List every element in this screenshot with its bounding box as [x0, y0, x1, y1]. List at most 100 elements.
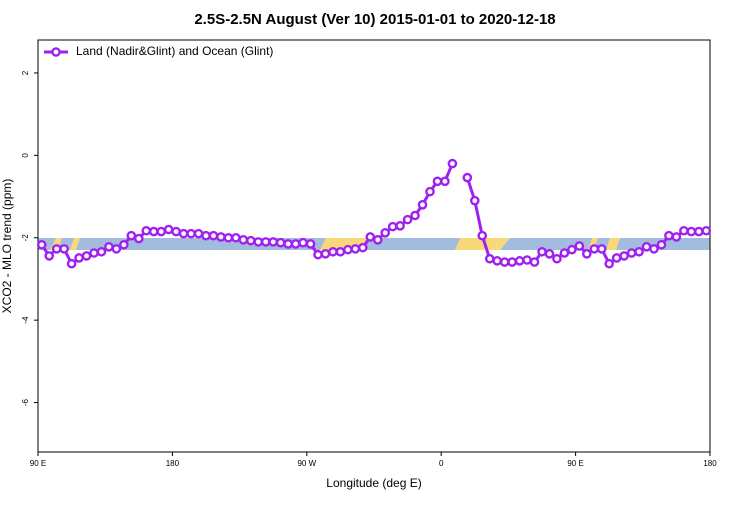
data-point — [305, 239, 316, 249]
data-point — [656, 239, 667, 250]
data-point — [559, 248, 570, 258]
data-point — [582, 249, 592, 259]
data-point — [74, 253, 84, 263]
y-tick-label: -6 — [21, 398, 30, 406]
data-point — [111, 244, 122, 254]
data-point — [51, 244, 62, 254]
data-point — [589, 244, 600, 254]
data-point — [201, 230, 211, 241]
x-tick-label: 180 — [703, 459, 717, 468]
data-point — [469, 195, 480, 206]
data-point — [522, 255, 532, 265]
data-point — [126, 230, 137, 241]
data-point — [231, 232, 241, 243]
data-point — [178, 228, 189, 239]
data-point — [268, 237, 279, 247]
data-point — [186, 228, 196, 239]
data-point — [567, 244, 577, 255]
legend-label: Land (Nadir&Glint) and Ocean (Glint) — [76, 44, 273, 58]
data-point — [544, 249, 555, 259]
x-tick-label: 180 — [166, 459, 180, 468]
data-point — [350, 244, 361, 254]
y-axis-label: XCO2 - MLO trend (ppm) — [0, 179, 14, 314]
data-point — [260, 237, 271, 247]
data-point — [492, 256, 503, 266]
x-tick-label: 90 E — [567, 459, 583, 468]
data-point — [283, 239, 293, 249]
data-point — [686, 226, 697, 237]
data-point — [425, 186, 435, 197]
data-point — [156, 226, 166, 237]
data-point — [119, 239, 129, 250]
chart-title: 2.5S-2.5N August (Ver 10) 2015-01-01 to … — [194, 11, 555, 28]
data-point — [462, 172, 473, 183]
data-point — [313, 249, 323, 260]
data-point — [36, 239, 47, 250]
legend-marker — [51, 47, 61, 57]
data-point — [514, 256, 525, 266]
data-point — [611, 253, 622, 263]
data-point — [477, 230, 488, 241]
data-point — [634, 246, 644, 257]
y-tick-label: 2 — [21, 70, 30, 75]
data-point — [387, 221, 398, 232]
x-tick-label: 90 W — [297, 459, 316, 468]
data-point — [372, 235, 383, 245]
data-point — [343, 244, 353, 255]
data-point — [626, 248, 637, 258]
data-point — [208, 230, 219, 241]
data-point — [507, 257, 517, 267]
data-point — [664, 230, 674, 241]
y-tick-label: -2 — [21, 234, 30, 242]
y-tick-label: -4 — [21, 316, 30, 324]
data-point — [499, 257, 510, 267]
data-point — [357, 242, 368, 253]
data-point — [320, 249, 331, 259]
data-point — [395, 221, 405, 231]
data-point — [193, 228, 204, 239]
data-point — [245, 235, 256, 246]
data-point — [679, 225, 689, 236]
data-point — [447, 158, 458, 169]
data-point — [44, 251, 55, 261]
data-point — [552, 253, 562, 264]
x-tick-label: 90 E — [30, 459, 46, 468]
y-tick-label: 0 — [21, 153, 30, 158]
data-point — [298, 237, 308, 248]
data-point — [701, 225, 712, 236]
data-point — [216, 232, 226, 242]
data-point — [104, 242, 114, 252]
data-point — [619, 251, 629, 261]
data-point — [402, 214, 413, 225]
x-axis-label: Longitude (deg E) — [326, 476, 421, 490]
data-point — [417, 199, 428, 210]
data-point — [649, 244, 659, 254]
data-point — [81, 251, 92, 261]
data-point — [380, 228, 391, 238]
data-point — [641, 242, 652, 252]
data-point — [59, 244, 69, 254]
data-point — [96, 246, 107, 257]
data-point — [66, 258, 77, 269]
data-point — [596, 244, 607, 254]
data-point — [529, 257, 540, 267]
data-point — [365, 232, 376, 242]
data-point — [238, 235, 249, 245]
data-point — [574, 241, 585, 251]
data-point — [484, 253, 495, 264]
data-point — [328, 246, 338, 257]
data-point — [604, 258, 615, 269]
data-point — [89, 248, 99, 258]
data-point — [275, 237, 286, 248]
data-point — [410, 210, 420, 221]
data-point — [537, 246, 547, 257]
data-point — [694, 226, 704, 237]
data-point — [163, 224, 174, 235]
data-point — [671, 232, 682, 242]
data-point — [432, 176, 443, 187]
data-point — [133, 233, 144, 244]
data-point — [141, 225, 152, 236]
data-point — [253, 237, 264, 247]
data-point — [171, 226, 181, 237]
